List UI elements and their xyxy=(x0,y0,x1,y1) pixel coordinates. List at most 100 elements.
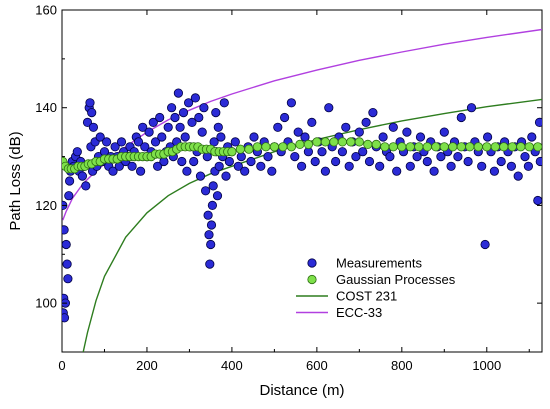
measurement-point xyxy=(439,127,449,137)
measurement-point xyxy=(267,166,277,176)
gp-point xyxy=(244,144,254,154)
measurement-point xyxy=(136,166,146,176)
gp-point xyxy=(371,139,381,149)
gp-point xyxy=(439,142,449,152)
measurement-point xyxy=(489,166,499,176)
measurement-point xyxy=(189,156,199,167)
measurement-point xyxy=(81,181,91,191)
measurement-point xyxy=(88,122,99,132)
measurement-point xyxy=(167,103,177,113)
measurement-point xyxy=(300,132,310,142)
legend-label: Measurements xyxy=(336,256,422,271)
measurement-point xyxy=(378,132,388,142)
measurement-point xyxy=(148,117,158,128)
gp-point xyxy=(363,139,373,149)
x-tick-label: 200 xyxy=(136,358,158,373)
measurement-point xyxy=(138,122,148,132)
measurement-point xyxy=(153,161,163,171)
measurement-point xyxy=(187,117,197,128)
measurement-point xyxy=(293,127,303,137)
x-tick-label: 400 xyxy=(221,358,243,373)
gp-point xyxy=(286,142,296,152)
measurement-point xyxy=(535,156,542,167)
measurement-point xyxy=(256,161,266,171)
measurement-point xyxy=(133,137,144,147)
gp-point xyxy=(397,142,407,152)
x-tick-label: 600 xyxy=(306,358,328,373)
measurement-point xyxy=(199,103,209,113)
gp-point xyxy=(456,142,466,152)
measurement-point xyxy=(364,156,375,167)
measurement-point xyxy=(246,156,256,167)
measurement-point xyxy=(219,98,229,108)
gaussian-processes-series xyxy=(62,137,542,174)
measurement-point xyxy=(422,156,432,167)
measurement-point xyxy=(263,152,273,162)
measurement-point xyxy=(197,127,207,137)
measurement-point xyxy=(296,161,307,171)
measurement-point xyxy=(213,122,223,132)
measurement-point xyxy=(368,108,378,118)
gp-point xyxy=(320,137,330,147)
measurement-point xyxy=(317,147,327,157)
measurement-point xyxy=(375,161,385,171)
measurement-point xyxy=(203,210,213,220)
measurement-point xyxy=(480,239,490,250)
measurement-point xyxy=(62,239,71,250)
measurement-point xyxy=(506,161,516,171)
measurement-point xyxy=(388,122,398,132)
gp-point xyxy=(278,142,288,152)
measurement-point xyxy=(279,112,290,123)
gp-point xyxy=(499,142,509,152)
gp-point xyxy=(448,142,458,152)
legend-label: ECC-33 xyxy=(336,305,382,320)
measurement-point xyxy=(324,103,334,113)
measurement-point xyxy=(233,161,243,171)
measurement-point xyxy=(330,156,341,167)
gp-point xyxy=(295,139,305,149)
cost231-series xyxy=(82,98,542,352)
plot-area xyxy=(61,9,543,353)
legend-item: ECC-33 xyxy=(296,305,382,320)
measurement-point xyxy=(173,88,183,98)
x-tick-label: 1000 xyxy=(472,358,501,373)
legend-label: Gaussian Processes xyxy=(336,272,456,287)
gp-point xyxy=(414,142,424,152)
measurement-point xyxy=(310,156,320,167)
measurement-point xyxy=(337,147,347,157)
measurement-point xyxy=(230,137,240,147)
measurement-point xyxy=(290,152,300,162)
axis-ticks: 0 200 400 600 800 1000 100 120 140 160 xyxy=(35,3,542,373)
ecc33-line xyxy=(62,28,542,221)
measurement-point xyxy=(466,103,477,113)
measurement-point xyxy=(116,137,127,147)
measurement-point xyxy=(85,98,95,108)
measurement-point xyxy=(140,142,150,152)
gp-point xyxy=(465,142,475,152)
measurement-point xyxy=(534,117,542,127)
y-axis-title: Path Loss (dB) xyxy=(7,131,24,230)
measurement-point xyxy=(65,176,75,186)
gp-point xyxy=(227,147,237,157)
measurement-point xyxy=(456,112,466,123)
measurement-point xyxy=(477,161,487,171)
measurement-point xyxy=(207,200,217,210)
measurement-point xyxy=(184,98,194,108)
measurement-point xyxy=(351,152,361,162)
measurement-point xyxy=(110,142,120,152)
cost231-line xyxy=(82,98,542,352)
measurement-point xyxy=(87,108,97,118)
gp-point xyxy=(346,137,356,147)
measurement-point xyxy=(358,147,368,157)
gp-point xyxy=(329,137,339,147)
gp-point xyxy=(312,137,322,147)
measurement-point xyxy=(182,166,192,176)
measurement-point xyxy=(155,112,165,123)
measurement-point xyxy=(144,127,154,137)
measurement-point xyxy=(453,152,463,162)
gp-point xyxy=(354,137,364,147)
measurement-point xyxy=(63,274,73,284)
gp-point xyxy=(533,142,542,152)
measurement-point xyxy=(224,156,234,167)
measurement-point xyxy=(240,166,250,176)
